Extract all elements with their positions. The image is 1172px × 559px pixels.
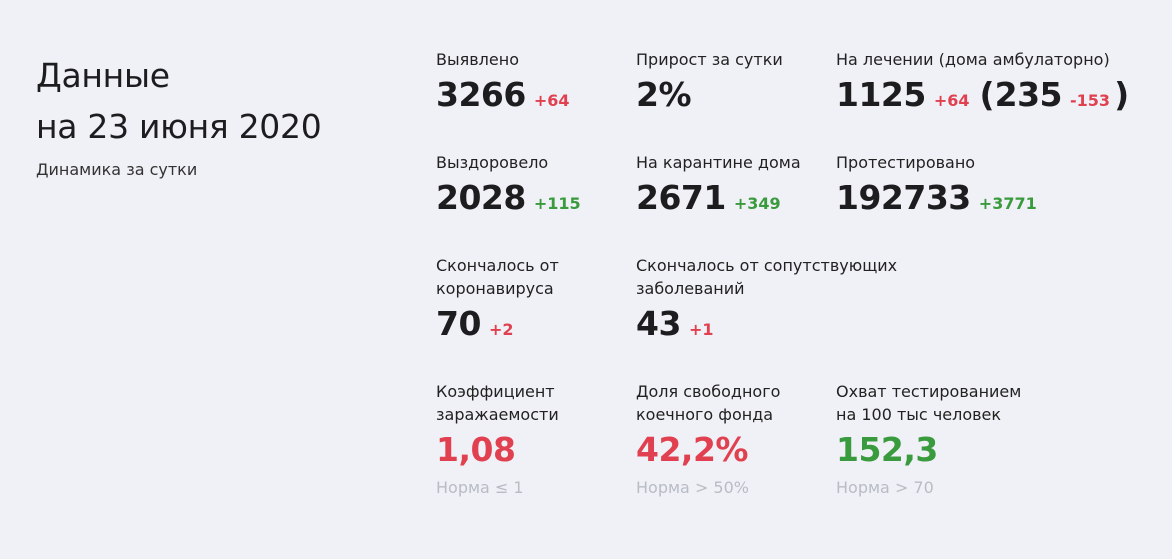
stat-norm: Норма > 50% xyxy=(636,478,749,497)
stat-label: Протестировано xyxy=(836,153,976,172)
stat-free-beds: Доля свободного коечного фонда 42,2% Нор… xyxy=(636,380,780,497)
stat-value: 70 xyxy=(436,304,481,343)
stat-label-line2: на 100 тыс человек xyxy=(836,405,1002,424)
title-line-2: на 23 июня 2020 xyxy=(36,107,322,146)
stat-quarantine: На карантине дома 2671 +349 xyxy=(636,151,801,218)
stat-label: Прирост за сутки xyxy=(636,50,783,69)
stat-value: 3266 xyxy=(436,75,526,114)
home-delta: -153 xyxy=(1070,91,1111,110)
stat-value: 1,08 xyxy=(436,430,516,469)
stat-died-covid: Скончалось от коронавируса 70 +2 xyxy=(436,254,559,344)
stat-norm: Норма > 70 xyxy=(836,478,934,497)
stat-label-line1: Скончалось от сопутствующих xyxy=(636,256,898,275)
stat-label: На карантине дома xyxy=(636,153,801,172)
stat-delta: +349 xyxy=(733,194,781,213)
stat-label-line2: заражаемости xyxy=(436,405,559,424)
stat-infection-rate: Коэффициент заражаемости 1,08 Норма ≤ 1 xyxy=(436,380,559,497)
stat-delta: +64 xyxy=(933,91,970,110)
stat-value: 2671 xyxy=(636,178,726,217)
stat-value: 2% xyxy=(636,75,692,114)
stat-value: 152,3 xyxy=(836,430,938,469)
page-title: Данные на 23 июня 2020 xyxy=(36,50,322,152)
stat-delta: +1 xyxy=(688,320,714,339)
stat-value: 43 xyxy=(636,304,681,343)
paren-close: ) xyxy=(1114,75,1130,114)
stat-daily-growth: Прирост за сутки 2% xyxy=(636,48,783,115)
stat-label-line2: коечного фонда xyxy=(636,405,774,424)
stat-value: 2028 xyxy=(436,178,526,217)
page-subtitle: Динамика за сутки xyxy=(36,160,198,179)
stat-delta: +3771 xyxy=(978,194,1037,213)
stat-testing-coverage: Охват тестированием на 100 тыс человек 1… xyxy=(836,380,1021,497)
home-value: 235 xyxy=(994,75,1063,114)
stat-detected: Выявлено 3266 +64 xyxy=(436,48,570,115)
paren-open: ( xyxy=(979,75,995,114)
stat-label-line1: Доля свободного xyxy=(636,382,781,401)
stat-value: 42,2% xyxy=(636,430,749,469)
stat-value: 1125 xyxy=(836,75,926,114)
stat-label: На лечении (дома амбулаторно) xyxy=(836,50,1110,69)
stat-delta: +115 xyxy=(533,194,581,213)
stat-value: 192733 xyxy=(836,178,971,217)
stat-label-line1: Коэффициент xyxy=(436,382,555,401)
stat-label-line2: заболеваний xyxy=(636,279,745,298)
stat-norm: Норма ≤ 1 xyxy=(436,478,524,497)
stat-label: Выявлено xyxy=(436,50,519,69)
stat-delta: +64 xyxy=(533,91,570,110)
stat-in-treatment: На лечении (дома амбулаторно) 1125 +64 (… xyxy=(836,48,1129,115)
stat-label-line1: Охват тестированием xyxy=(836,382,1022,401)
stat-label-line2: коронавируса xyxy=(436,279,554,298)
stat-tested: Протестировано 192733 +3771 xyxy=(836,151,1037,218)
stat-label: Выздоровело xyxy=(436,153,549,172)
stat-label-line1: Скончалось от xyxy=(436,256,559,275)
stat-died-comorbid: Скончалось от сопутствующих заболеваний … xyxy=(636,254,897,344)
stat-delta: +2 xyxy=(488,320,514,339)
stat-recovered: Выздоровело 2028 +115 xyxy=(436,151,581,218)
title-line-1: Данные xyxy=(36,56,170,95)
